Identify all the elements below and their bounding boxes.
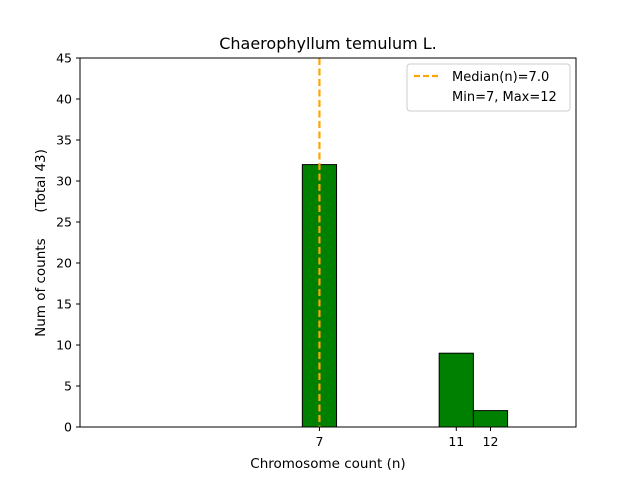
x-tick-label: 7 [315, 434, 323, 449]
x-axis-ticks: 7 11 12 [315, 427, 498, 449]
legend-entry-median: Median(n)=7.0 [452, 70, 549, 85]
x-axis-label: Chromosome count (n) [250, 456, 405, 472]
y-axis-ticks: 0 5 10 15 20 25 30 35 40 45 [56, 51, 80, 435]
plot-frame [79, 57, 577, 428]
y-tick-label: 45 [56, 51, 72, 66]
y-tick-label: 0 [64, 420, 72, 435]
bar-11 [438, 352, 474, 428]
y-tick-label: 20 [56, 256, 72, 271]
x-tick-label: 12 [483, 434, 499, 449]
y-tick-label: 25 [56, 215, 72, 230]
legend-box [406, 63, 571, 112]
x-tick-label: 11 [448, 434, 464, 449]
y-tick-label: 30 [56, 174, 72, 189]
y-axis-label: Num of counts (Total 43) [33, 149, 49, 337]
legend-entry-minmax: Min=7, Max=12 [452, 90, 557, 105]
y-tick-label: 35 [56, 133, 72, 148]
legend: Median(n)=7.0 Min=7, Max=12 [406, 63, 571, 112]
y-tick-label: 40 [56, 92, 72, 107]
y-tick-label: 15 [56, 297, 72, 312]
y-tick-label: 10 [56, 338, 72, 353]
chart-title: Chaerophyllum temulum L. [219, 34, 437, 53]
bars [301, 164, 509, 428]
bar-12 [472, 410, 509, 428]
y-tick-label: 5 [64, 379, 72, 394]
